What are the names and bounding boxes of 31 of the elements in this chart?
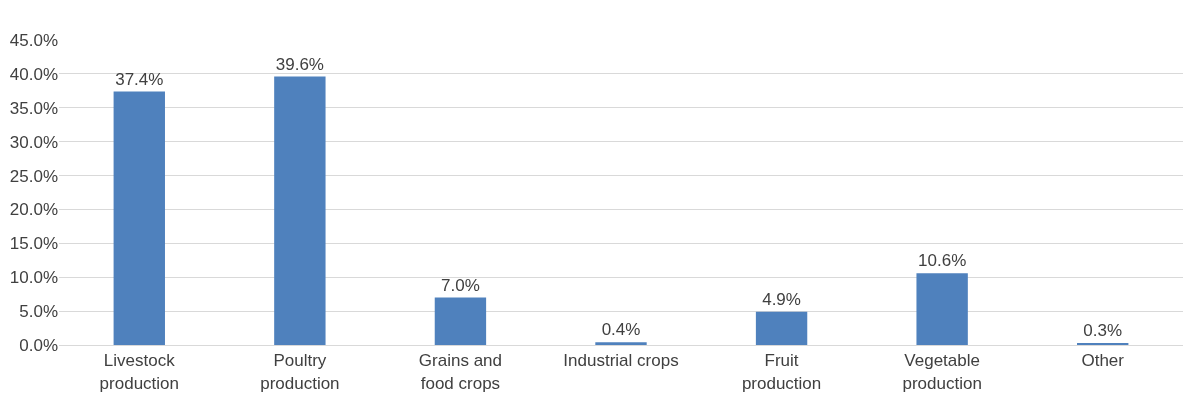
data-label: 4.9% (762, 289, 801, 309)
x-tick-label: Grains and food crops (418, 351, 503, 393)
y-tick-label: 40.0% (9, 64, 58, 84)
bar (916, 273, 968, 345)
y-tick-label: 15.0% (9, 234, 58, 254)
y-tick-label: 5.0% (19, 302, 58, 322)
x-tick-label: Fruit production (741, 351, 822, 393)
y-tick-label: 45.0% (9, 30, 58, 50)
data-label: 37.4% (115, 69, 164, 89)
y-tick-label: 10.0% (9, 268, 58, 288)
bar (434, 297, 487, 345)
data-label: 0.3% (1083, 320, 1123, 340)
bar (113, 91, 165, 345)
x-tick-label: Poultry production (260, 351, 340, 393)
data-label: 0.4% (601, 320, 641, 340)
data-label: 39.6% (275, 54, 324, 74)
y-tick-label: 25.0% (9, 166, 58, 186)
y-tick-label: 20.0% (9, 200, 58, 220)
bar (1077, 342, 1129, 345)
bar (595, 342, 647, 345)
x-tick-label: Industrial crops (563, 351, 679, 371)
x-tick-label: Livestock production (99, 351, 179, 393)
y-tick-label: 0.0% (19, 335, 58, 355)
data-label: 7.0% (441, 275, 480, 295)
bar (755, 311, 808, 345)
data-label: 10.6% (918, 251, 967, 271)
x-tick-label: Vegetable production (902, 351, 982, 393)
y-tick-label: 35.0% (9, 98, 58, 118)
bar (274, 76, 326, 345)
x-tick-label: Other (1081, 351, 1125, 371)
y-tick-label: 30.0% (9, 132, 58, 152)
